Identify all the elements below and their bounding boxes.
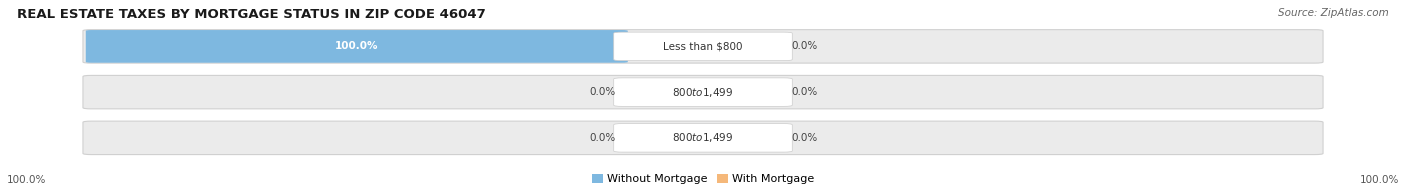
FancyBboxPatch shape — [614, 32, 793, 61]
Legend: Without Mortgage, With Mortgage: Without Mortgage, With Mortgage — [588, 169, 818, 189]
FancyBboxPatch shape — [83, 75, 1323, 109]
Text: 100.0%: 100.0% — [335, 41, 378, 51]
Text: $800 to $1,499: $800 to $1,499 — [672, 86, 734, 99]
Text: 0.0%: 0.0% — [790, 133, 817, 143]
FancyBboxPatch shape — [83, 30, 1323, 63]
Text: Source: ZipAtlas.com: Source: ZipAtlas.com — [1278, 8, 1389, 18]
Text: 0.0%: 0.0% — [790, 87, 817, 97]
Text: 0.0%: 0.0% — [589, 87, 616, 97]
FancyBboxPatch shape — [614, 124, 793, 152]
Text: 0.0%: 0.0% — [790, 41, 817, 51]
Text: $800 to $1,499: $800 to $1,499 — [672, 131, 734, 144]
FancyBboxPatch shape — [83, 121, 1323, 155]
Text: 100.0%: 100.0% — [1360, 175, 1399, 185]
Text: REAL ESTATE TAXES BY MORTGAGE STATUS IN ZIP CODE 46047: REAL ESTATE TAXES BY MORTGAGE STATUS IN … — [17, 8, 485, 21]
Text: 100.0%: 100.0% — [7, 175, 46, 185]
Text: Less than $800: Less than $800 — [664, 41, 742, 51]
FancyBboxPatch shape — [86, 30, 627, 63]
Text: 0.0%: 0.0% — [589, 133, 616, 143]
FancyBboxPatch shape — [614, 78, 793, 106]
